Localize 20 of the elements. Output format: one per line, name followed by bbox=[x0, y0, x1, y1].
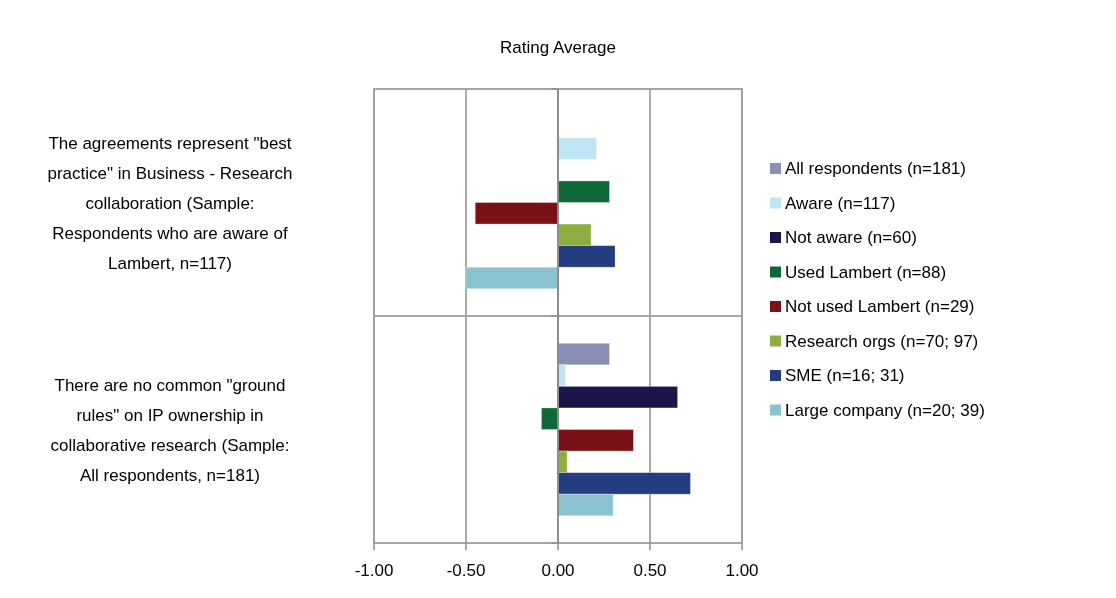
legend-label: All respondents (n=181) bbox=[785, 159, 966, 178]
bar bbox=[557, 137, 598, 160]
x-tick-label: 0.50 bbox=[633, 561, 667, 580]
legend-label: Not used Lambert (n=29) bbox=[785, 297, 975, 316]
legend-label: Used Lambert (n=88) bbox=[785, 262, 947, 282]
x-tick-label: -1.00 bbox=[354, 561, 394, 580]
legend-label: Research orgs (n=70; 97) bbox=[785, 331, 979, 351]
legend-label: Large company (n=20; 39) bbox=[785, 400, 985, 420]
legend-label: SME (n=16; 31) bbox=[785, 366, 905, 385]
legend-label: Not aware (n=60) bbox=[785, 228, 917, 247]
y-tick-label: There are no common "ground rules" on IP ownership in collaborative research (Sample: All respondents, n=181) bbox=[50, 375, 290, 485]
y-tick-label: The agreements represent "best practice" in Business - Research collaboration (Sample: Respondents who are aware of Lambert, n=117) bbox=[47, 133, 293, 273]
x-tick-label: 1.00 bbox=[725, 561, 759, 580]
bar bbox=[474, 202, 559, 225]
chart-title: Rating Average bbox=[500, 38, 616, 57]
x-tick-label: 0.00 bbox=[541, 561, 575, 580]
x-tick-label: -0.50 bbox=[446, 561, 486, 580]
bar bbox=[465, 266, 559, 290]
bar bbox=[557, 180, 610, 203]
legend-label: Aware (n=117) bbox=[785, 193, 896, 213]
